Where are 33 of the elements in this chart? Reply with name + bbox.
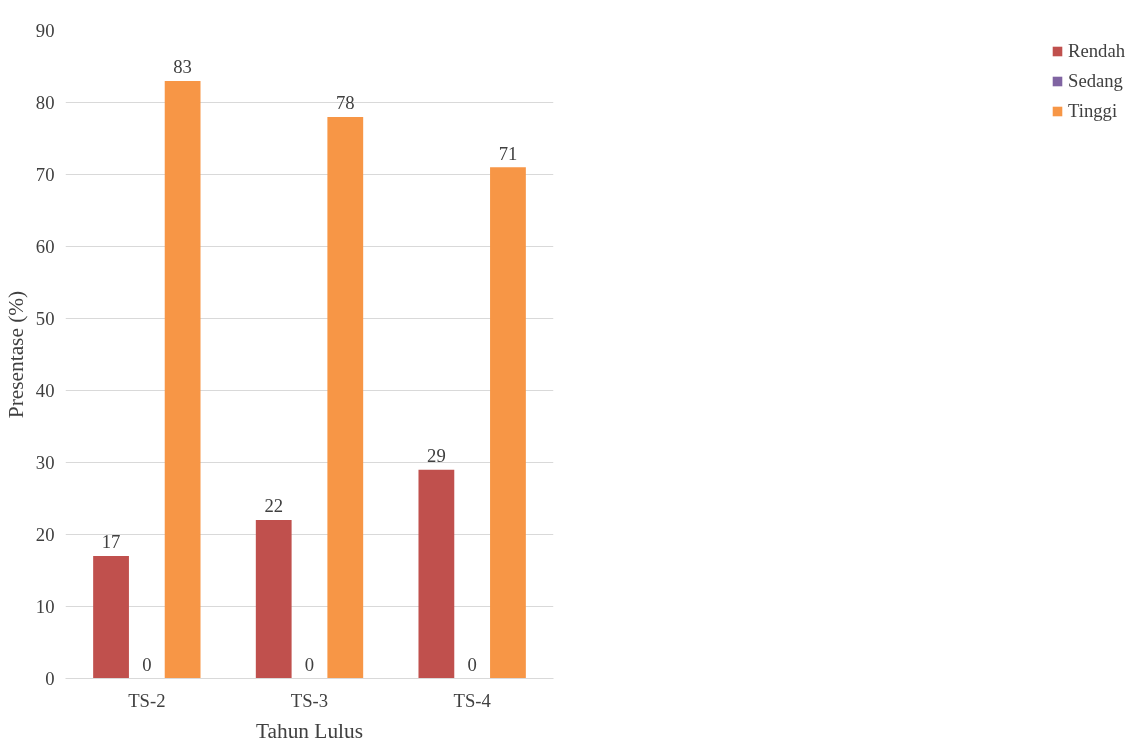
data-label: 0 [142,653,152,675]
legend-label: Sedang [1068,70,1123,92]
y-tick-label: 80 [35,92,55,113]
y-tick-label: 40 [35,380,55,401]
y-tick-label: 0 [45,668,55,689]
y-tick-label: 90 [35,20,55,41]
legend-label: Tinggi [1068,100,1118,122]
data-label: 0 [467,653,477,675]
y-tick-label: 10 [35,596,55,617]
data-label: 71 [498,142,518,164]
bar [255,520,292,679]
x-tick-label: TS-2 [128,689,166,711]
y-tick-label: 60 [35,236,55,257]
y-tick-label: 50 [35,308,55,329]
x-tick-label: TS-4 [453,689,492,711]
y-axis-title: Presentase (%) [3,290,28,419]
bar [490,167,526,679]
legend-label: Rendah [1068,40,1125,62]
y-tick-label: 70 [35,164,55,185]
x-axis-title: Tahun Lulus [256,718,363,743]
bar [327,116,364,679]
bar [93,556,129,679]
y-tick-label: 30 [35,452,55,473]
data-label: 83 [173,56,192,78]
data-label: 17 [101,531,121,553]
x-tick-label: TS-3 [290,689,329,711]
data-label: 29 [427,444,446,466]
data-label: 78 [335,92,355,114]
bar [164,80,201,679]
bar [418,469,455,679]
y-tick-label: 20 [35,524,55,545]
data-label: 22 [264,495,284,517]
data-label: 0 [304,653,315,675]
